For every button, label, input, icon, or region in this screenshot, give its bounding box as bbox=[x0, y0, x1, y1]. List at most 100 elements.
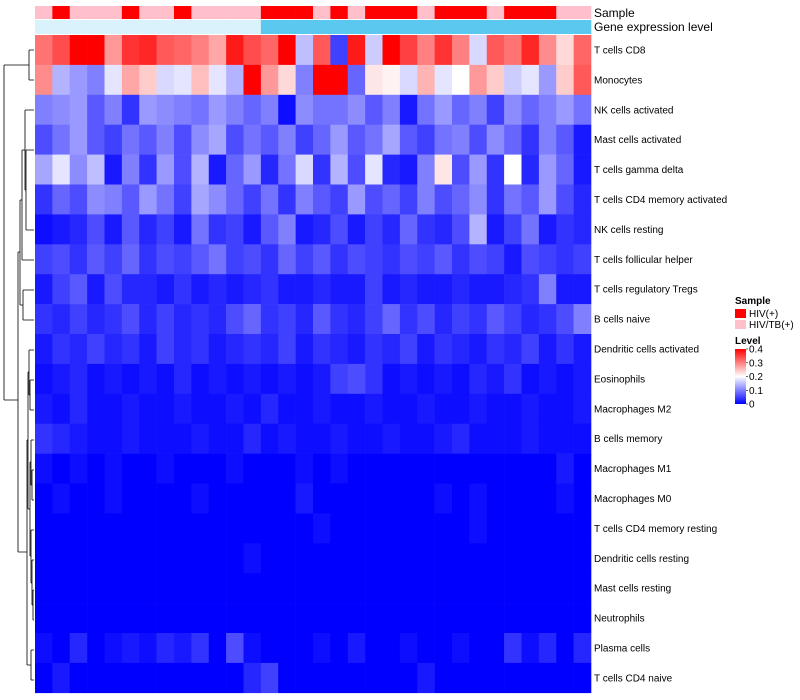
heatmap-cell bbox=[330, 274, 349, 305]
sample-anno-cell bbox=[313, 6, 331, 19]
heatmap-cell bbox=[69, 662, 88, 694]
heatmap-cell bbox=[417, 363, 435, 395]
heatmap-cell bbox=[347, 662, 366, 694]
heatmap-cell bbox=[556, 393, 574, 424]
sample-anno-cell bbox=[295, 6, 314, 19]
heatmap-cell bbox=[382, 35, 401, 66]
heatmap-cell bbox=[156, 513, 175, 544]
heatmap-cell bbox=[556, 483, 574, 514]
heatmap-cell bbox=[52, 94, 71, 125]
heatmap-cell bbox=[330, 513, 349, 544]
heatmap-cell bbox=[486, 573, 505, 604]
heatmap-cell bbox=[208, 94, 227, 125]
heatmap-cell bbox=[486, 304, 505, 335]
heatmap-cell bbox=[538, 184, 557, 215]
heatmap-cell bbox=[521, 423, 540, 454]
heatmap-cell bbox=[556, 94, 574, 125]
heatmap-cell bbox=[104, 423, 123, 454]
heatmap-cell bbox=[469, 154, 488, 185]
heatmap-cell bbox=[382, 124, 401, 155]
sample-anno-cell bbox=[191, 6, 210, 19]
heatmap-cell bbox=[313, 453, 331, 484]
heatmap-cell bbox=[104, 662, 123, 694]
heatmap-cell bbox=[69, 393, 88, 424]
heatmap-cell bbox=[156, 393, 175, 424]
heatmap-cell bbox=[313, 483, 331, 514]
expression-anno-cell bbox=[260, 20, 279, 34]
heatmap-cell bbox=[52, 603, 71, 634]
heatmap-cell bbox=[121, 453, 140, 484]
sample-annotation-label: Sample bbox=[594, 6, 635, 20]
heatmap-cell bbox=[243, 154, 262, 185]
heatmap-cell bbox=[382, 274, 401, 305]
heatmap-cell bbox=[226, 94, 244, 125]
heatmap-cell bbox=[156, 94, 175, 125]
heatmap-cell bbox=[556, 423, 574, 454]
heatmap-cell bbox=[243, 214, 262, 245]
heatmap-cell bbox=[538, 334, 557, 365]
heatmap-cell bbox=[295, 662, 314, 694]
heatmap-cell bbox=[556, 603, 574, 634]
heatmap-cell bbox=[139, 662, 157, 694]
sample-anno-cell bbox=[104, 6, 123, 19]
heatmap-cell bbox=[469, 244, 488, 275]
heatmap-cell bbox=[104, 184, 123, 215]
heatmap-cell bbox=[573, 453, 592, 484]
level-legend-title: Level bbox=[735, 336, 761, 347]
heatmap-cell bbox=[69, 304, 88, 335]
heatmap-cell bbox=[382, 423, 401, 454]
heatmap-cell bbox=[347, 393, 366, 424]
heatmap-cell bbox=[313, 334, 331, 365]
level-tick-label: 0 bbox=[749, 400, 755, 411]
heatmap-cell bbox=[573, 603, 592, 634]
heatmap-cell bbox=[69, 573, 88, 604]
heatmap-cell bbox=[556, 274, 574, 305]
heatmap-cell bbox=[452, 35, 470, 66]
heatmap-cell bbox=[69, 35, 88, 66]
expression-anno-cell bbox=[35, 20, 53, 34]
heatmap-cell bbox=[52, 393, 71, 424]
heatmap-cell bbox=[278, 633, 296, 664]
heatmap-cell bbox=[573, 154, 592, 185]
expression-anno-cell bbox=[52, 20, 71, 34]
heatmap-cell bbox=[469, 573, 488, 604]
heatmap-cell bbox=[191, 274, 210, 305]
heatmap-cell bbox=[139, 633, 157, 664]
heatmap-cell bbox=[538, 214, 557, 245]
heatmap-cell bbox=[69, 334, 88, 365]
heatmap-cell bbox=[538, 423, 557, 454]
heatmap-cell bbox=[260, 184, 279, 215]
heatmap-cell bbox=[174, 154, 192, 185]
heatmap-cell bbox=[365, 304, 383, 335]
heatmap-cell bbox=[156, 453, 175, 484]
heatmap-cell bbox=[104, 543, 123, 574]
heatmap-cell bbox=[35, 154, 53, 185]
heatmap-cell bbox=[365, 483, 383, 514]
heatmap-cell bbox=[35, 244, 53, 275]
heatmap-cell bbox=[139, 274, 157, 305]
expression-anno-cell bbox=[121, 20, 140, 34]
heatmap-cell bbox=[191, 35, 210, 66]
heatmap-cell bbox=[486, 274, 505, 305]
heatmap-cell bbox=[573, 573, 592, 604]
heatmap-cell bbox=[278, 304, 296, 335]
heatmap-cell bbox=[226, 603, 244, 634]
heatmap-cell bbox=[104, 154, 123, 185]
heatmap-cell bbox=[243, 274, 262, 305]
row-label: Dendritic cells resting bbox=[594, 554, 689, 565]
heatmap-cell bbox=[295, 543, 314, 574]
heatmap-cell bbox=[104, 94, 123, 125]
heatmap-cell bbox=[313, 124, 331, 155]
heatmap-cell bbox=[399, 603, 418, 634]
heatmap-cell bbox=[87, 184, 105, 215]
heatmap-cell bbox=[330, 154, 349, 185]
heatmap-cell bbox=[208, 184, 227, 215]
heatmap-cell bbox=[399, 453, 418, 484]
heatmap-cell bbox=[174, 573, 192, 604]
heatmap-cell bbox=[486, 363, 505, 395]
heatmap-cell bbox=[556, 154, 574, 185]
heatmap-cell bbox=[69, 184, 88, 215]
heatmap-cell bbox=[504, 274, 522, 305]
row-label: Mast cells resting bbox=[594, 584, 671, 595]
